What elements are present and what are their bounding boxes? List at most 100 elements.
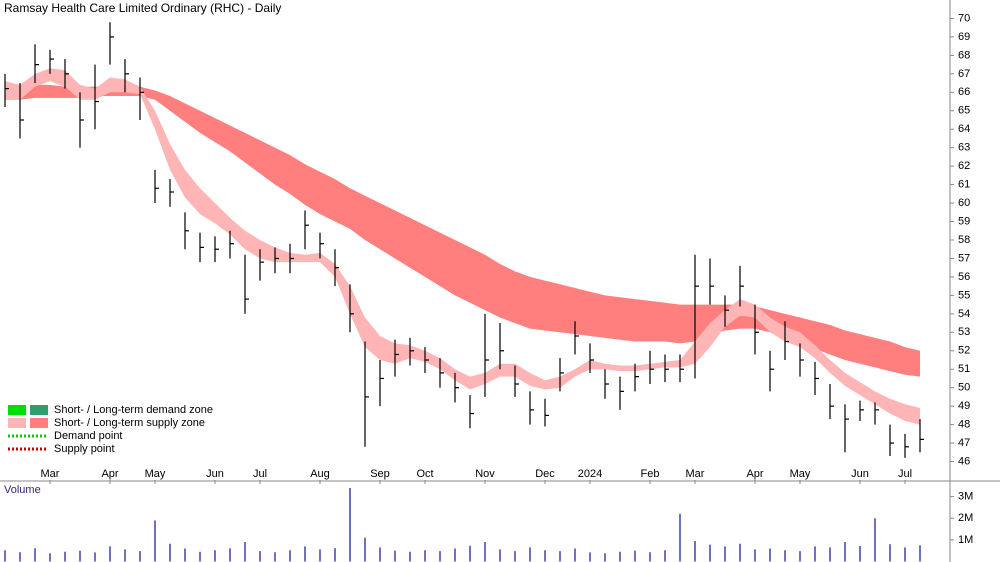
y-tick-label: 53 <box>958 326 970 338</box>
x-tick-label: Jun <box>206 468 224 480</box>
x-tick-label: Apr <box>746 468 763 480</box>
volume-bar <box>139 551 141 562</box>
volume-bar <box>229 548 231 562</box>
volume-bar <box>814 546 816 562</box>
volume-bar <box>784 550 786 562</box>
volume-bar <box>64 551 66 562</box>
volume-bar <box>154 520 156 562</box>
legend-swatch <box>8 405 26 415</box>
x-tick-label: Aug <box>310 468 330 480</box>
volume-bar <box>484 542 486 562</box>
x-tick-label: Dec <box>535 468 555 480</box>
y-tick-label: 60 <box>958 197 970 209</box>
y-tick-label: 59 <box>958 215 970 227</box>
volume-y-tick-label: 3M <box>958 491 973 503</box>
volume-bar <box>529 547 531 562</box>
y-tick-label: 49 <box>958 400 970 412</box>
volume-bar <box>859 545 861 562</box>
volume-bar <box>844 542 846 562</box>
volume-bar <box>724 546 726 562</box>
volume-bar <box>49 553 51 562</box>
volume-bar <box>739 543 741 562</box>
volume-y-tick-label: 1M <box>958 534 973 546</box>
x-tick-label: 2024 <box>578 468 602 480</box>
y-tick-label: 63 <box>958 142 970 154</box>
legend-label: Demand point <box>54 430 123 442</box>
volume-bar <box>274 552 276 562</box>
volume-bar <box>379 547 381 562</box>
volume-bar <box>574 548 576 562</box>
volume-bar <box>289 550 291 562</box>
x-tick-label: May <box>790 468 811 480</box>
zone-band <box>5 83 920 377</box>
volume-bar <box>409 551 411 562</box>
volume-bar <box>544 550 546 562</box>
volume-bar <box>424 550 426 562</box>
y-tick-label: 58 <box>958 234 970 246</box>
volume-bar <box>829 547 831 562</box>
legend-label: Short- / Long-term supply zone <box>54 417 205 429</box>
volume-bar <box>94 552 96 562</box>
y-tick-label: 47 <box>958 437 970 449</box>
volume-bar <box>334 548 336 562</box>
y-tick-label: 62 <box>958 160 970 172</box>
volume-bar <box>244 542 246 562</box>
x-tick-label: Mar <box>41 468 60 480</box>
legend-swatch <box>8 418 26 428</box>
volume-bar <box>799 551 801 562</box>
volume-bar <box>454 548 456 562</box>
y-tick-label: 70 <box>958 12 970 24</box>
volume-bar <box>169 543 171 562</box>
x-tick-label: Oct <box>416 468 433 480</box>
y-tick-label: 64 <box>958 123 970 135</box>
volume-bar <box>259 551 261 562</box>
legend-label: Short- / Long-term demand zone <box>54 404 213 416</box>
y-tick-label: 61 <box>958 179 970 191</box>
y-tick-label: 67 <box>958 68 970 80</box>
x-tick-label: Sep <box>370 468 390 480</box>
x-tick-label: Jul <box>898 468 912 480</box>
volume-bar <box>304 546 306 562</box>
y-tick-label: 68 <box>958 49 970 61</box>
volume-y-tick-label: 2M <box>958 512 973 524</box>
volume-bar <box>679 513 681 562</box>
volume-bar <box>559 551 561 562</box>
volume-bar <box>649 552 651 562</box>
y-tick-label: 69 <box>958 31 970 43</box>
y-tick-label: 48 <box>958 419 970 431</box>
y-tick-label: 66 <box>958 86 970 98</box>
volume-bar <box>19 552 21 562</box>
volume-bar <box>874 518 876 562</box>
volume-bar <box>319 549 321 562</box>
x-tick-label: May <box>145 468 166 480</box>
y-tick-label: 55 <box>958 289 970 301</box>
volume-bar <box>514 551 516 562</box>
volume-bar <box>199 551 201 562</box>
y-tick-label: 54 <box>958 308 970 320</box>
legend-label: Supply point <box>54 443 115 455</box>
x-tick-label: Jul <box>253 468 267 480</box>
volume-bar <box>754 549 756 562</box>
y-tick-label: 50 <box>958 382 970 394</box>
x-tick-label: Nov <box>475 468 495 480</box>
y-tick-label: 56 <box>958 271 970 283</box>
volume-bar <box>214 550 216 562</box>
x-tick-label: Mar <box>686 468 705 480</box>
volume-bar <box>634 550 636 562</box>
volume-bar <box>904 547 906 562</box>
volume-bar <box>604 553 606 562</box>
chart-title: Ramsay Health Care Limited Ordinary (RHC… <box>4 1 281 15</box>
volume-bar <box>349 488 351 562</box>
x-tick-label: Feb <box>641 468 660 480</box>
volume-bar <box>589 552 591 562</box>
volume-bar <box>709 544 711 562</box>
volume-bar <box>469 545 471 562</box>
volume-bar <box>919 545 921 562</box>
volume-bar <box>664 550 666 562</box>
y-tick-label: 46 <box>958 455 970 467</box>
volume-bar <box>4 550 6 562</box>
volume-bar <box>619 551 621 562</box>
volume-bar <box>439 551 441 562</box>
legend-swatch <box>30 405 48 415</box>
y-tick-label: 51 <box>958 363 970 375</box>
